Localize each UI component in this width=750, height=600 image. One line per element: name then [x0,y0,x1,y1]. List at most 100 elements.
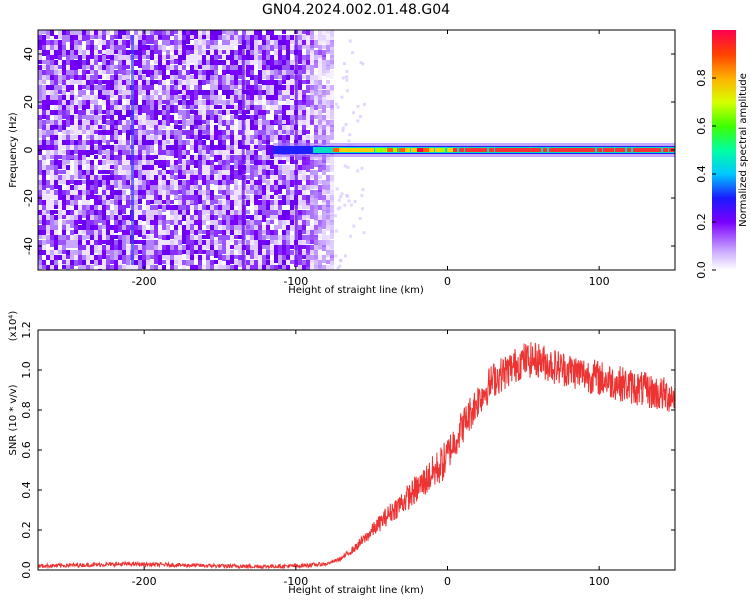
heat-cell [202,55,206,60]
heat-cell [198,205,202,209]
heat-cell [238,250,242,254]
heat-cell [182,105,186,109]
heat-cell [74,155,78,161]
heat-cell [290,260,294,264]
heat-cell [282,225,286,234]
heat-cell [318,55,322,64]
heat-cell [270,75,274,81]
heat-cell [42,65,46,69]
heat-cell [230,135,234,142]
heat-cell [302,80,306,84]
heat-cell [118,200,122,209]
heat-cell [198,40,202,46]
heat-cell [266,160,270,167]
heat-cell [110,55,114,61]
heat-cell [142,55,146,59]
y-tick-label: 0.8 [20,401,33,419]
heat-cell [98,210,102,219]
heat-cell [150,165,154,172]
heat-cell [50,255,54,262]
heat-cell [298,130,302,137]
heat-cell [322,105,326,113]
heat-cell [346,165,350,169]
heat-cell [282,255,286,262]
heat-cell [278,35,282,43]
heat-cell [138,135,142,144]
signal-hot-segment [483,148,488,152]
heat-cell [302,110,306,116]
heat-cell [246,70,250,77]
heat-cell [86,200,90,205]
heat-streak [241,35,245,265]
heat-cell [322,60,326,65]
heat-cell [110,85,114,91]
heat-cell [170,205,174,212]
heat-cell [86,125,90,134]
heat-cell [270,100,274,107]
heat-cell [54,80,58,88]
heat-cell [162,105,166,111]
heat-cell [218,210,222,218]
heat-cell [306,260,310,267]
heat-cell [254,120,258,125]
heat-cell [234,85,238,89]
heat-cell [250,90,254,95]
heat-cell [258,230,262,237]
heat-cell [230,220,234,228]
y-tick-label: 1.0 [20,361,33,379]
heat-cell [86,165,90,172]
heat-cell [46,250,50,257]
heat-cell [62,175,66,184]
heat-cell [86,145,90,149]
heat-cell [66,255,70,259]
heat-cell [106,180,110,185]
heat-cell [134,45,138,52]
heat-cell [174,70,178,77]
signal-hot-segment [597,148,603,152]
heat-cell [86,170,90,175]
heat-cell [62,50,66,57]
heat-cell [258,245,262,252]
heat-cell [182,130,186,136]
heat-cell [250,260,254,266]
signal-hot-segment [651,148,658,152]
heat-cell [46,30,50,38]
heat-cell [254,210,258,216]
heat-cell [118,30,122,39]
heat-cell [298,225,302,231]
heat-cell [206,255,210,261]
heat-cell [206,240,210,249]
heat-cell [114,180,118,188]
heat-cell [258,180,262,187]
heat-cell [226,250,230,259]
heat-cell [78,55,82,60]
heat-cell [226,65,230,71]
heat-cell [250,70,254,79]
heat-cell [146,120,150,125]
heat-cell [282,220,286,227]
heat-cell [102,200,106,207]
heat-cell [258,60,262,69]
heat-cell [70,75,74,79]
heat-cell [114,50,118,54]
heat-cell [218,75,222,85]
heat-cell [138,30,142,39]
heat-cell [234,60,238,68]
heat-cell [350,203,354,207]
heat-cell [118,110,122,120]
heat-cell [254,50,258,58]
heat-cell [182,210,186,218]
heat-cell [262,200,266,209]
heat-cell [206,55,210,64]
heat-cell [210,205,214,214]
heat-cell [118,40,122,46]
heat-cell [90,70,94,74]
heat-cell [218,95,222,101]
heat-cell [162,185,166,192]
heat-cell [150,75,154,80]
heat-cell [186,165,190,170]
heat-cell [314,110,318,117]
heat-cell [210,160,214,168]
heat-cell [230,200,234,206]
